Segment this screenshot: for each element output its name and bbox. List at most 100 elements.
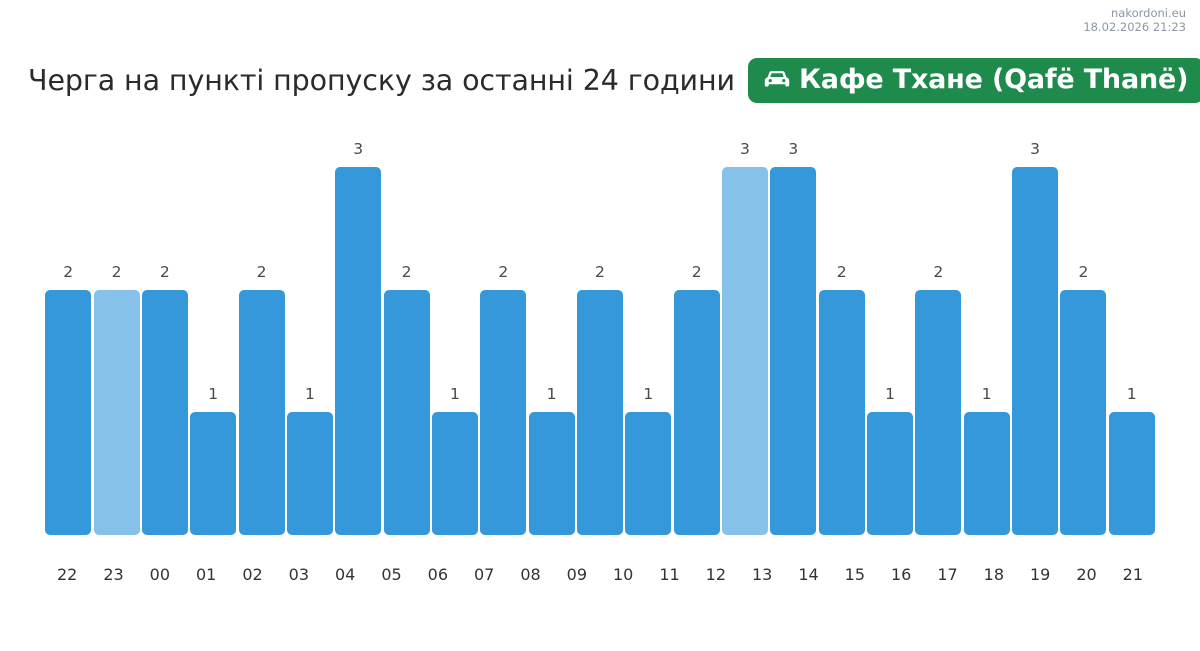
- bar-value-label: 1: [304, 385, 315, 403]
- chart-plot-area: 2 2 2 1 2 1 3 2 1 2 1 2 1 2 3 3 2 1 2 1 3 2 1: [44, 130, 1156, 535]
- bar-value-label: 2: [256, 263, 267, 281]
- bar[interactable]: 2: [1060, 264, 1107, 535]
- car-icon: [762, 68, 792, 92]
- page-title: Черга на пункті пропуску за останні 24 г…: [28, 63, 735, 97]
- bar-slot: 2: [576, 130, 624, 535]
- x-axis-tick-21: 21: [1122, 565, 1144, 584]
- bar[interactable]: 2: [93, 264, 140, 535]
- bar[interactable]: 2: [383, 264, 430, 535]
- x-axis-tick-10: 10: [612, 565, 634, 584]
- bar-value-label: 2: [691, 263, 702, 281]
- bar-slot: 1: [527, 130, 575, 535]
- x-axis-tick-23: 23: [103, 565, 124, 584]
- bar-slot: 2: [92, 130, 140, 535]
- bar-slot: 1: [431, 130, 479, 535]
- x-axis-tick-01: 01: [195, 565, 217, 584]
- bar-series: 2 2 2 1 2 1 3 2 1 2 1 2 1 2 3 3 2 1 2 1 3 2 1: [44, 130, 1156, 535]
- bar-value-label: 2: [836, 263, 847, 281]
- bar-value-label: 3: [740, 140, 750, 158]
- x-axis-tick-06: 06: [427, 565, 449, 584]
- x-axis-tick-07: 07: [473, 565, 495, 584]
- x-axis-tick-04: 04: [334, 565, 356, 584]
- watermark-timestamp: 18.02.2026 21:23: [1083, 20, 1186, 35]
- x-axis-tick-13: 13: [751, 565, 773, 584]
- bar-slot: 2: [479, 130, 527, 535]
- x-axis-tick-15: 15: [844, 565, 866, 584]
- bar-slot: 1: [963, 130, 1011, 535]
- bar[interactable]: 2: [915, 264, 962, 535]
- bar[interactable]: 1: [867, 386, 914, 535]
- x-axis-tick-14: 14: [798, 565, 819, 584]
- bar-value-label: 1: [885, 385, 895, 403]
- x-axis-tick-18: 18: [983, 565, 1005, 584]
- bar-slot: 1: [866, 130, 914, 535]
- bar[interactable]: 3: [770, 141, 817, 535]
- location-badge-label: Кафе Тхане (Qafë Thanë): [798, 63, 1189, 95]
- bar-value-label: 3: [353, 140, 364, 158]
- bar-value-label: 2: [63, 263, 74, 281]
- bar[interactable]: 3: [721, 141, 768, 535]
- x-axis-tick-03: 03: [288, 565, 310, 584]
- bar[interactable]: 2: [818, 264, 865, 535]
- bar[interactable]: 1: [431, 386, 478, 535]
- bar[interactable]: 3: [1012, 141, 1059, 535]
- bar-value-label: 2: [111, 263, 122, 281]
- bar[interactable]: 3: [335, 141, 382, 535]
- bar-slot: 1: [189, 130, 237, 535]
- bar-value-label: 2: [933, 263, 944, 281]
- bar-value-label: 1: [981, 385, 992, 403]
- header: Черга на пункті пропуску за останні 24 г…: [0, 52, 1200, 108]
- bar-slot: 2: [382, 130, 430, 535]
- bar[interactable]: 1: [963, 386, 1010, 535]
- bar-slot: 2: [141, 130, 189, 535]
- x-axis-tick-12: 12: [705, 565, 727, 584]
- watermark: nakordoni.eu 18.02.2026 21:23: [1083, 6, 1186, 35]
- bar-value-label: 1: [449, 385, 460, 403]
- bar-slot: 2: [818, 130, 866, 535]
- bar-value-label: 1: [1126, 385, 1137, 403]
- bar[interactable]: 1: [528, 386, 575, 535]
- x-axis-tick-05: 05: [381, 565, 402, 584]
- bar-slot: 2: [44, 130, 92, 535]
- bar-slot: 1: [624, 130, 672, 535]
- x-axis-tick-19: 19: [1029, 565, 1051, 584]
- bar-slot: 2: [237, 130, 285, 535]
- bar-slot: 1: [286, 130, 334, 535]
- bar-slot: 3: [721, 130, 769, 535]
- bar[interactable]: 2: [141, 264, 188, 535]
- bar[interactable]: 1: [625, 386, 672, 535]
- x-axis-tick-16: 16: [890, 565, 912, 584]
- bar[interactable]: 1: [190, 386, 237, 535]
- bar-value-label: 2: [401, 263, 412, 281]
- x-axis-tick-22: 22: [56, 565, 78, 584]
- bar-slot: 3: [334, 130, 382, 535]
- x-axis-tick-02: 02: [242, 565, 263, 584]
- bar[interactable]: 2: [45, 264, 92, 535]
- bar-slot: 1: [1108, 130, 1156, 535]
- x-axis-tick-08: 08: [520, 565, 541, 584]
- bar[interactable]: 2: [238, 264, 285, 535]
- x-axis-tick-17: 17: [937, 565, 958, 584]
- watermark-site: nakordoni.eu: [1111, 6, 1186, 20]
- bar-slot: 3: [1011, 130, 1059, 535]
- bar[interactable]: 2: [576, 264, 623, 535]
- bar-value-label: 2: [498, 263, 509, 281]
- x-axis-tick-09: 09: [566, 565, 588, 584]
- x-axis: 22 23 00 01 02 03 04 05 06 07 08 09 10 11 12 13 14 15 16 17…: [44, 565, 1156, 593]
- bar[interactable]: 1: [1108, 386, 1155, 535]
- bar-value-label: 3: [788, 140, 799, 158]
- location-badge[interactable]: Кафе Тхане (Qafë Thanë): [747, 57, 1200, 103]
- x-axis-tick-00: 00: [149, 565, 171, 584]
- x-axis-tick-20: 20: [1076, 565, 1097, 584]
- x-axis-tick-11: 11: [659, 565, 680, 584]
- bar[interactable]: 1: [286, 386, 333, 535]
- bar-value-label: 1: [643, 385, 654, 403]
- bar-slot: 3: [769, 130, 817, 535]
- bar[interactable]: 2: [480, 264, 527, 535]
- bar-value-label: 1: [208, 385, 219, 403]
- bar-slot: 2: [914, 130, 962, 535]
- bar-value-label: 1: [546, 385, 557, 403]
- bar-slot: 2: [1059, 130, 1107, 535]
- bar-slot: 2: [672, 130, 720, 535]
- bar[interactable]: 2: [673, 264, 720, 535]
